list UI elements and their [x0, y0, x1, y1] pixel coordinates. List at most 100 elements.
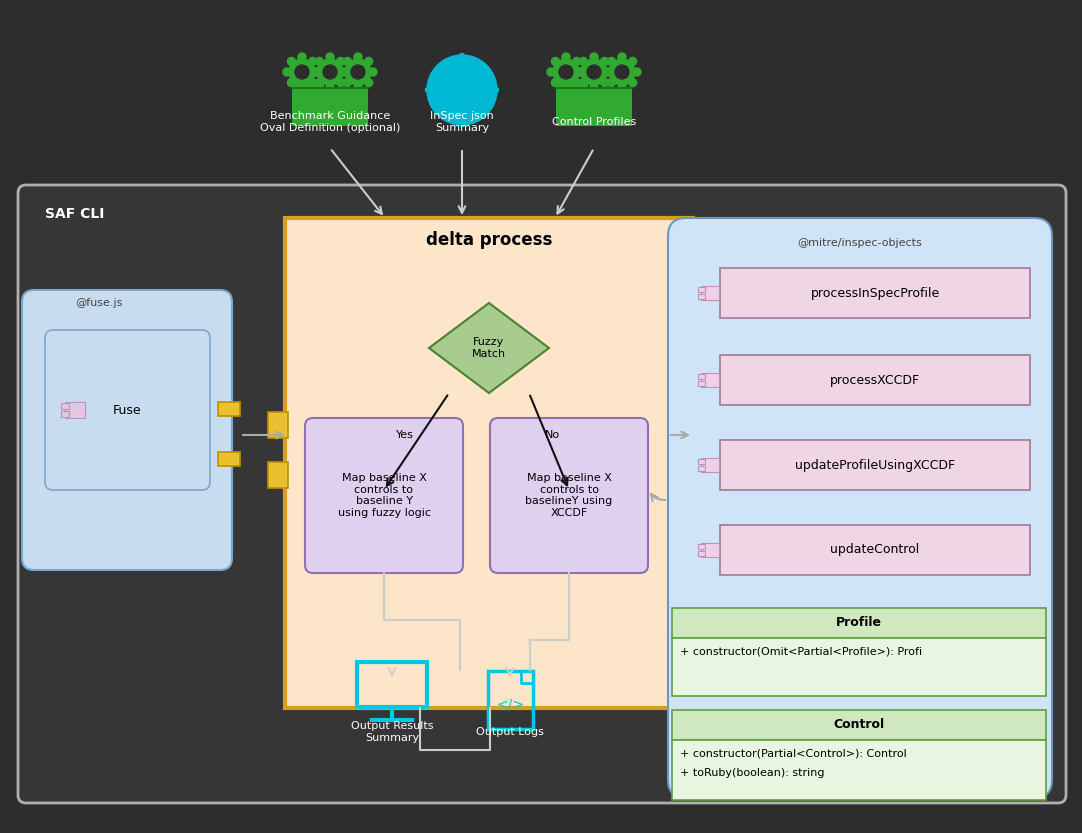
Circle shape — [427, 55, 497, 125]
Bar — [698, 459, 704, 464]
Circle shape — [547, 68, 555, 76]
Circle shape — [572, 78, 581, 87]
Text: InSpec json
Summary: InSpec json Summary — [431, 111, 493, 132]
Bar — [285, 218, 692, 708]
Circle shape — [308, 78, 317, 87]
Circle shape — [365, 78, 372, 87]
Bar — [701, 286, 720, 300]
Circle shape — [298, 83, 306, 91]
Circle shape — [609, 59, 635, 85]
Circle shape — [326, 83, 334, 91]
Polygon shape — [428, 303, 549, 393]
FancyBboxPatch shape — [292, 80, 324, 90]
Circle shape — [577, 68, 585, 76]
Circle shape — [295, 65, 309, 79]
Circle shape — [559, 65, 573, 79]
Circle shape — [313, 68, 321, 76]
Circle shape — [553, 59, 579, 85]
Circle shape — [369, 68, 377, 76]
Text: Output Results
Summary: Output Results Summary — [351, 721, 433, 743]
Circle shape — [317, 59, 343, 85]
Bar — [672, 740, 1046, 800]
Bar — [701, 373, 720, 387]
Circle shape — [288, 57, 295, 66]
Circle shape — [579, 78, 588, 87]
Bar — [698, 551, 704, 556]
Circle shape — [283, 68, 291, 76]
Circle shape — [603, 68, 611, 76]
FancyBboxPatch shape — [292, 88, 368, 126]
Circle shape — [337, 57, 344, 66]
Text: Map baseline X
controls to
baseline Y
using fuzzy logic: Map baseline X controls to baseline Y us… — [338, 473, 431, 518]
Bar — [672, 608, 1046, 638]
Circle shape — [337, 78, 344, 87]
Text: Output Logs: Output Logs — [476, 727, 544, 737]
Bar — [217, 402, 240, 416]
Text: Control: Control — [833, 719, 885, 731]
Circle shape — [581, 59, 607, 85]
Bar — [268, 462, 288, 488]
Circle shape — [590, 83, 598, 91]
Circle shape — [562, 53, 570, 61]
Bar — [701, 543, 720, 557]
Circle shape — [572, 57, 581, 66]
Circle shape — [579, 57, 588, 66]
Bar — [217, 452, 240, 466]
Bar — [701, 458, 720, 472]
Circle shape — [343, 57, 352, 66]
Circle shape — [629, 57, 636, 66]
Circle shape — [289, 59, 315, 85]
Circle shape — [298, 53, 306, 61]
Circle shape — [308, 57, 317, 66]
Text: SAF CLI: SAF CLI — [45, 207, 104, 221]
Circle shape — [440, 68, 484, 112]
Bar — [720, 355, 1030, 405]
FancyBboxPatch shape — [556, 88, 632, 126]
Circle shape — [315, 57, 324, 66]
Bar — [62, 403, 69, 409]
Circle shape — [354, 53, 362, 61]
Circle shape — [311, 68, 319, 76]
Circle shape — [343, 78, 352, 87]
Bar — [698, 287, 704, 292]
Text: Benchmark Guidance
Oval Definition (optional): Benchmark Guidance Oval Definition (opti… — [260, 111, 400, 132]
Bar — [268, 412, 288, 438]
Circle shape — [605, 68, 613, 76]
Circle shape — [552, 78, 559, 87]
Text: updateProfileUsingXCCDF: updateProfileUsingXCCDF — [795, 458, 955, 471]
Text: @mitre/inspec-objects: @mitre/inspec-objects — [797, 238, 922, 248]
Circle shape — [315, 78, 324, 87]
Circle shape — [365, 57, 372, 66]
FancyBboxPatch shape — [490, 418, 648, 573]
Bar — [672, 710, 1046, 740]
Bar — [65, 402, 84, 417]
Circle shape — [601, 57, 608, 66]
Bar — [698, 381, 704, 386]
Bar — [672, 638, 1046, 696]
Bar — [698, 544, 704, 549]
Text: updateControl: updateControl — [830, 543, 920, 556]
Text: No: No — [544, 430, 559, 440]
FancyBboxPatch shape — [556, 80, 588, 90]
Circle shape — [457, 85, 467, 95]
Circle shape — [341, 68, 349, 76]
Text: Map baseline X
controls to
baselineY using
XCCDF: Map baseline X controls to baselineY usi… — [526, 473, 612, 518]
Circle shape — [618, 53, 626, 61]
Text: @fuse.js: @fuse.js — [75, 298, 122, 308]
FancyBboxPatch shape — [305, 418, 463, 573]
FancyBboxPatch shape — [18, 185, 1066, 803]
Circle shape — [615, 65, 629, 79]
Text: Fuse: Fuse — [113, 403, 142, 416]
Circle shape — [601, 78, 608, 87]
Circle shape — [575, 68, 583, 76]
Circle shape — [629, 78, 636, 87]
Text: Control Profiles: Control Profiles — [552, 117, 636, 127]
Circle shape — [633, 68, 641, 76]
Text: + toRuby(boolean): string: + toRuby(boolean): string — [679, 768, 824, 778]
FancyBboxPatch shape — [45, 330, 210, 490]
Circle shape — [324, 65, 337, 79]
Circle shape — [351, 65, 365, 79]
Circle shape — [607, 57, 616, 66]
Circle shape — [607, 78, 616, 87]
Circle shape — [326, 53, 334, 61]
